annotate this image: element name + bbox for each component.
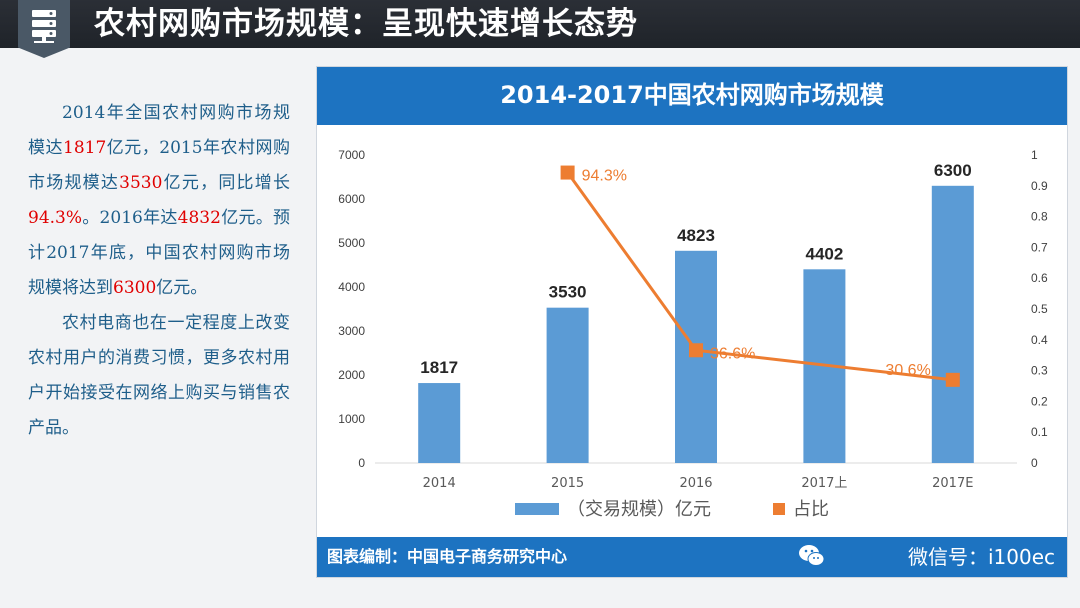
y-left-tick-label: 3000: [338, 324, 365, 338]
y-right-tick-label: 0.5: [1031, 302, 1048, 316]
y-right-tick-label: 0.7: [1031, 240, 1048, 254]
y-right-tick-label: 0.3: [1031, 364, 1048, 378]
share-point: [945, 372, 960, 387]
y-left-tick-label: 5000: [338, 236, 365, 250]
summary-text-segment: 亿元。: [156, 278, 208, 298]
highlight-number: 4832: [177, 208, 221, 228]
legend-swatch-line: [773, 503, 785, 515]
header-bar: 农村网购市场规模：呈现快速增长态势: [0, 0, 1080, 58]
wechat-icon: [799, 545, 825, 566]
x-tick-label: 2017E: [932, 476, 973, 491]
share-line: [566, 171, 953, 382]
y-right-tick-label: 0.4: [1031, 333, 1048, 347]
chart-title-band: 2014-2017中国农村网购市场规模: [317, 67, 1067, 125]
y-right-tick-label: 0.2: [1031, 394, 1048, 408]
bar-value-label: 3530: [549, 283, 587, 302]
x-tick-label: 2015: [551, 476, 584, 491]
bar-value-label: 4823: [677, 226, 715, 245]
summary-text-segment: 亿元，2015年农村网购市场规模达: [28, 138, 291, 193]
bar-value-label: 1817: [420, 358, 458, 377]
highlight-number: 6300: [113, 278, 157, 298]
x-tick-label: 2016: [679, 476, 712, 491]
share-data-label: 30.6%: [885, 362, 930, 379]
logo-tab: [18, 0, 70, 58]
share-data-label: 94.3%: [582, 168, 627, 185]
y-left-tick-label: 0: [358, 456, 365, 470]
summary-text-segment: 2014年全国农村网购市场规模达: [28, 103, 290, 158]
highlight-number: 94.3%: [28, 208, 83, 228]
y-right-tick-label: 0.9: [1031, 179, 1048, 193]
x-tick-label: 2014: [423, 476, 456, 491]
bar-value-label: 4402: [805, 244, 843, 263]
y-left-tick-label: 7000: [338, 148, 365, 162]
legend-label-bars: （交易规模）亿元: [567, 499, 711, 520]
legend-swatch-bars: [515, 503, 559, 515]
summary-text-segment: 亿元，同比增长: [162, 173, 291, 193]
chart-source: 图表编制：中国电子商务研究中心: [327, 547, 568, 566]
summary-text: 2014年全国农村网购市场规模达1817亿元，2015年农村网购市场规模达353…: [28, 96, 290, 446]
chart-plot: 0 1000 2000 3000 4000 5000 6000 7000 0 0.1 0.2 0.3 0…: [338, 148, 1048, 520]
chart-footer: 图表编制：中国电子商务研究中心 微信号：i100ec: [317, 537, 1067, 577]
y-left-tick-label: 6000: [338, 192, 365, 206]
summary-text-segment: 。2016年达: [82, 208, 178, 228]
legend-label-line: 占比: [793, 499, 829, 520]
share-data-label: 36.6%: [710, 345, 755, 362]
bar-value-label: 6300: [934, 161, 972, 180]
page-title: 农村网购市场规模：呈现快速增长态势: [94, 6, 638, 42]
y-right-tick-label: 0.8: [1031, 210, 1048, 224]
wechat-watermark: 微信号：i100ec: [907, 545, 1055, 569]
y-left-tick-label: 1000: [338, 412, 365, 426]
summary-paragraph-2: 农村电商也在一定程度上改变农村用户的消费习惯，更多农村用户开始接受在网络上购买与…: [28, 313, 290, 438]
bar: [546, 307, 589, 463]
summary-paragraph-1: 2014年全国农村网购市场规模达1817亿元，2015年农村网购市场规模达353…: [28, 96, 290, 306]
chart-panel: 2014-2017中国农村网购市场规模 0 1000 2000 3000 4000 500…: [316, 66, 1068, 578]
bar: [418, 383, 461, 463]
summary-text-segment: 亿元。预计2017年底，中国农村网购市场规模将达到: [28, 208, 291, 298]
highlight-number: 1817: [63, 138, 107, 158]
share-point: [689, 343, 703, 358]
highlight-number: 3530: [119, 173, 163, 193]
x-tick-label: 2017上: [801, 476, 847, 491]
y-left-tick-label: 4000: [338, 280, 365, 294]
server-stack-icon: [32, 10, 56, 43]
y-right-tick-label: 0.1: [1031, 425, 1048, 439]
y-right-tick-label: 0.6: [1031, 271, 1048, 285]
y-left-tick-label: 2000: [338, 368, 365, 382]
share-point: [560, 165, 575, 180]
y-right-tick-label: 0: [1031, 456, 1038, 470]
chart-title: 2014-2017中国农村网购市场规模: [500, 81, 884, 109]
y-right-tick-label: 1: [1031, 148, 1038, 162]
bar: [931, 185, 974, 464]
